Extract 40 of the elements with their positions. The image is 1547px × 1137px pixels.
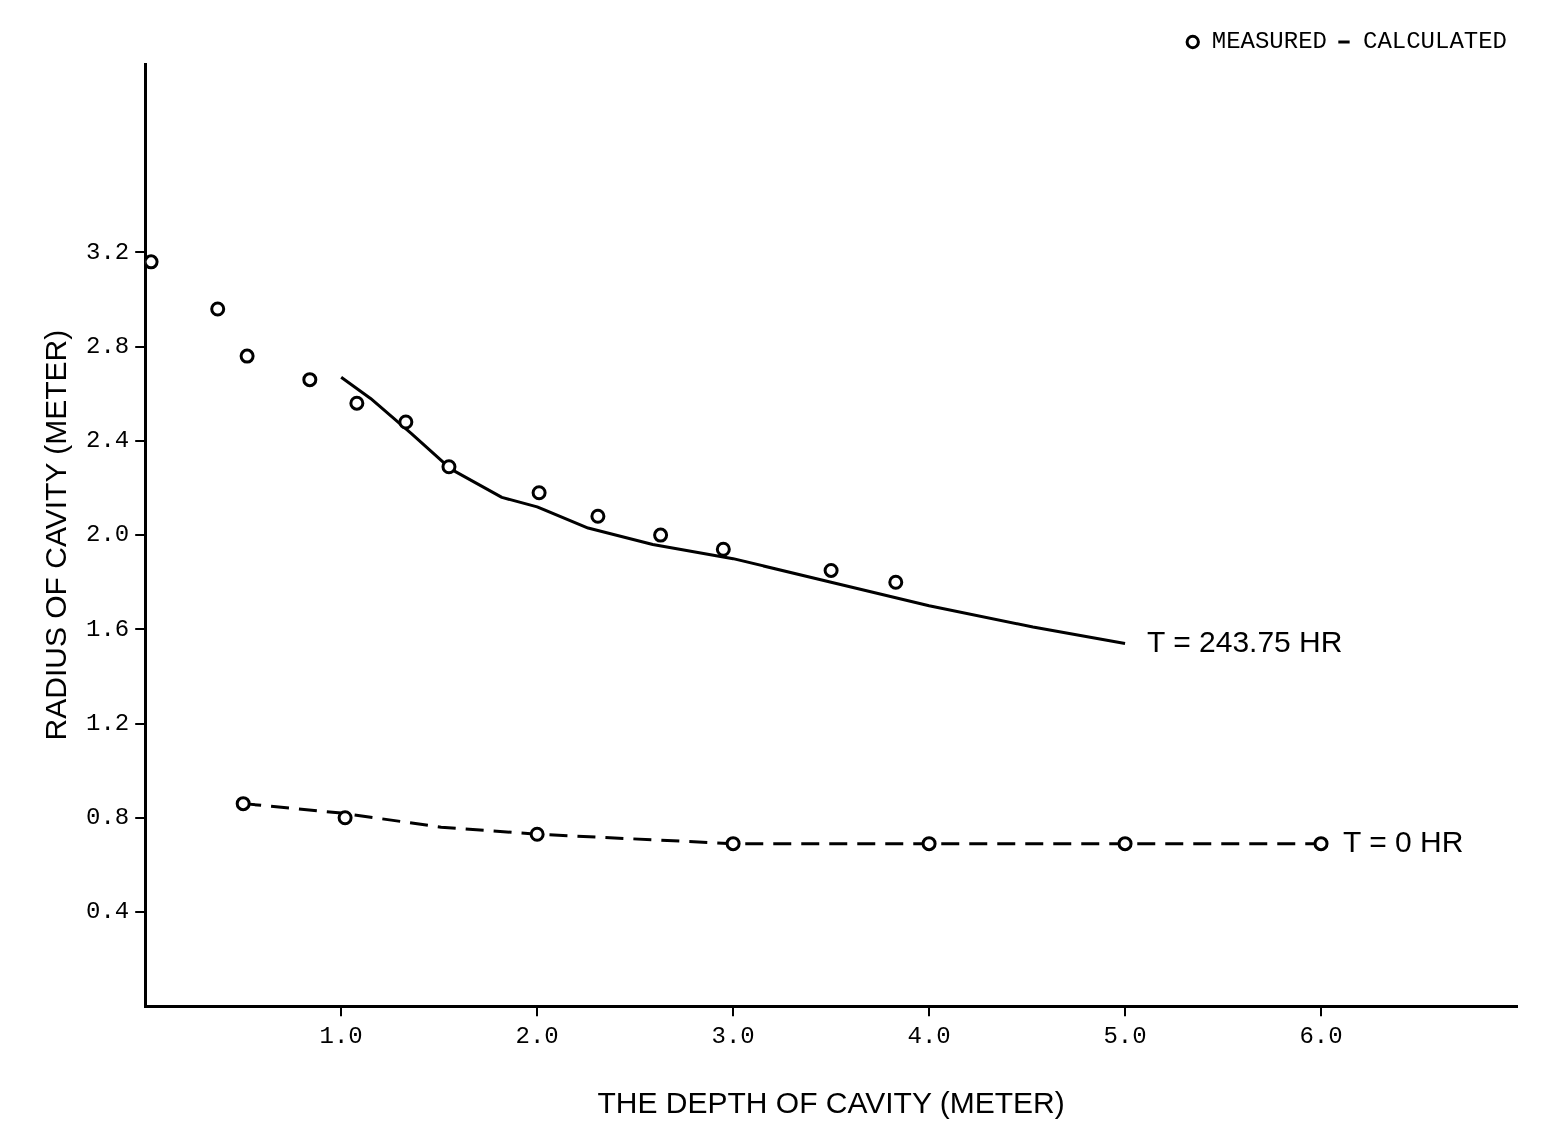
y-tick-label: 1.2 <box>85 709 130 737</box>
legend-label: MEASURED <box>1211 28 1327 56</box>
point <box>441 459 457 475</box>
point <box>145 254 159 270</box>
annotation: T = 243.75 HR <box>1147 624 1343 658</box>
x-tick-label: 1.0 <box>319 1022 363 1050</box>
point <box>349 395 365 411</box>
y-tick-label: 1.6 <box>85 615 130 643</box>
y-tick-label: 2.4 <box>85 427 130 455</box>
y-tick-label: 3.2 <box>85 238 130 266</box>
y-axis-title: RADIUS OF CAVITY (METER) <box>39 329 73 741</box>
point <box>529 826 545 842</box>
point <box>302 372 318 388</box>
x-tick-label: 5.0 <box>1103 1022 1147 1050</box>
point <box>337 810 353 826</box>
x-tick-label: 3.0 <box>711 1022 755 1050</box>
y-tick-label: 2.0 <box>85 521 130 549</box>
annotation: T = 0 HR <box>1343 824 1464 858</box>
point <box>715 541 731 557</box>
point <box>235 796 251 812</box>
point <box>210 301 226 317</box>
y-tick-label: 0.8 <box>85 804 130 832</box>
y-tick-label: 0.4 <box>85 898 130 926</box>
point <box>590 508 606 524</box>
point <box>888 574 904 590</box>
point <box>725 836 741 852</box>
y-tick-label: 2.8 <box>85 333 130 361</box>
point <box>653 527 669 543</box>
point <box>1117 836 1133 852</box>
point <box>1313 836 1329 852</box>
point <box>531 485 547 501</box>
x-tick-label: 6.0 <box>1299 1022 1343 1050</box>
point <box>823 562 839 578</box>
x-tick-label: 2.0 <box>515 1022 559 1050</box>
legend-label: CALCULATED <box>1362 28 1508 56</box>
point <box>239 348 255 364</box>
x-axis-title: THE DEPTH OF CAVITY (METER) <box>597 1086 1065 1120</box>
point <box>921 836 937 852</box>
point <box>398 414 414 430</box>
x-tick-label: 4.0 <box>907 1022 951 1050</box>
